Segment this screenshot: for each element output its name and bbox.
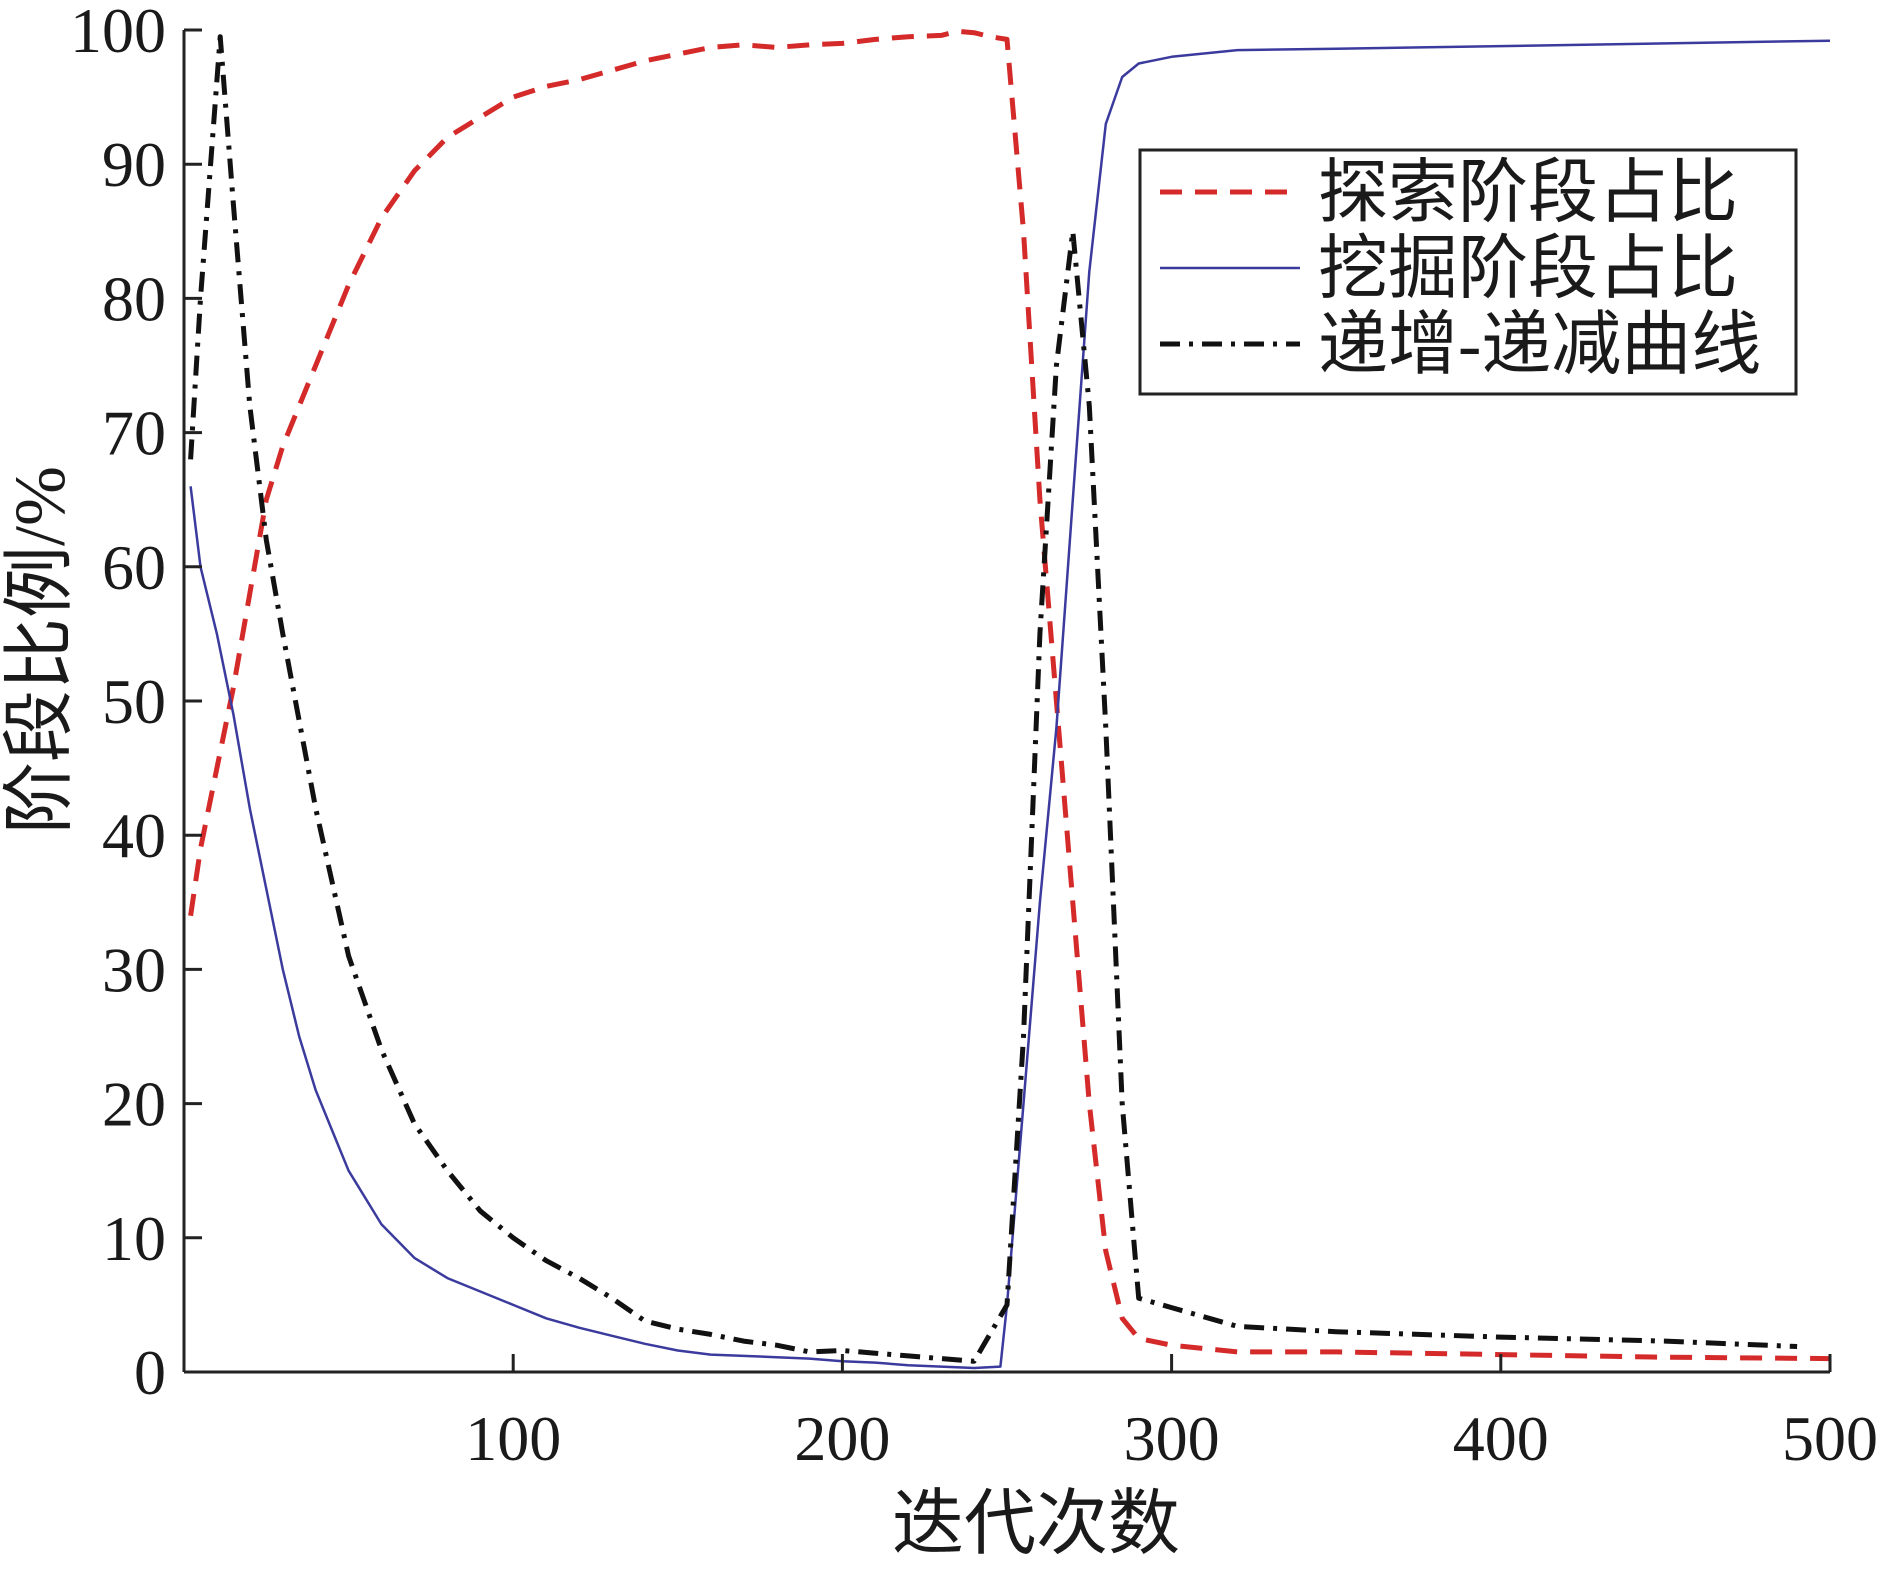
y-tick-label: 90 [102,129,166,200]
legend-label-2: 挖掘阶段占比 [1318,231,1738,308]
x-tick-label: 400 [1453,1403,1549,1474]
axes: 0 10 20 30 40 50 60 70 80 90 100 100 200 300 400 500 [70,0,1878,1474]
x-tick-label: 100 [465,1403,561,1474]
series-line-2 [189,39,1831,1370]
y-tick-label: 50 [102,666,166,737]
y-tick-label: 30 [102,934,166,1005]
legend-label-1: 探索阶段占比 [1318,155,1738,232]
y-tick-label: 0 [134,1337,166,1408]
plot-area [188,28,1831,1370]
y-tick-label: 10 [102,1203,166,1274]
y-axis-title: 阶段比例/% [0,466,80,834]
y-tick-label: 100 [70,0,166,66]
y-tick-label: 40 [102,800,166,871]
x-axis-title: 迭代次数 [892,1484,1180,1564]
series-line-3 [188,34,1798,1364]
x-tick-label: 300 [1124,1403,1220,1474]
y-tick-label: 20 [102,1069,166,1140]
x-tick-label: 200 [794,1403,890,1474]
y-tick-label: 70 [102,398,166,469]
x-tick-label: 500 [1782,1403,1878,1474]
legend-label-3: 递增-递减曲线 [1318,307,1761,384]
y-tick-label: 80 [102,263,166,334]
y-tick-label: 60 [102,532,166,603]
series-line-1 [188,28,1831,1362]
